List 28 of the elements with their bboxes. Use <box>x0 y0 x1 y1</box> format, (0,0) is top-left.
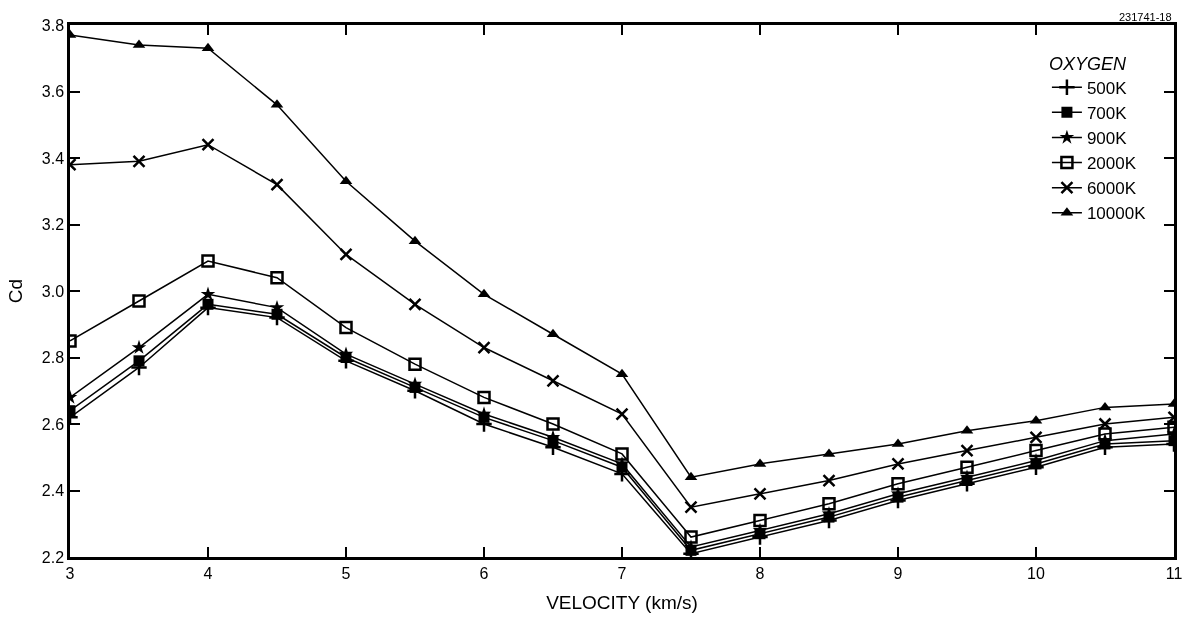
x-tick-label: 4 <box>203 564 213 582</box>
x-tick-label: 9 <box>893 564 903 582</box>
legend-label: 2000K <box>1086 154 1137 174</box>
y-tick-label: 3.2 <box>41 216 65 234</box>
x-tick-label: 8 <box>755 564 765 582</box>
legend-label: 10000K <box>1086 204 1147 224</box>
y-axis-title: Cd <box>4 278 26 304</box>
x-tick-label: 11 <box>1165 564 1183 582</box>
y-tick-label: 3.8 <box>41 16 65 34</box>
legend-label: 6000K <box>1086 179 1137 199</box>
y-tick-label: 3.6 <box>41 83 65 101</box>
y-tick-label: 2.6 <box>41 415 65 433</box>
legend-label: 500K <box>1086 78 1128 98</box>
x-axis-title: VELOCITY (km/s) <box>546 591 698 613</box>
x-tick-label: 6 <box>479 564 489 582</box>
x-tick-label: 7 <box>617 564 627 582</box>
x-tick-label: 3 <box>65 564 75 582</box>
text: 231741-18 <box>1119 11 1172 23</box>
legend-title: OXYGEN <box>1048 53 1127 74</box>
y-tick-label: 2.8 <box>41 349 65 367</box>
y-tick-label: 2.2 <box>41 548 65 566</box>
legend-label: 900K <box>1086 129 1128 149</box>
y-tick-label: 3.0 <box>41 282 65 300</box>
legend-label: 700K <box>1086 103 1128 123</box>
x-tick-label: 5 <box>341 564 351 582</box>
x-tick-label: 10 <box>1027 564 1045 582</box>
y-tick-label: 2.4 <box>41 482 65 500</box>
y-tick-label: 3.4 <box>41 149 65 167</box>
